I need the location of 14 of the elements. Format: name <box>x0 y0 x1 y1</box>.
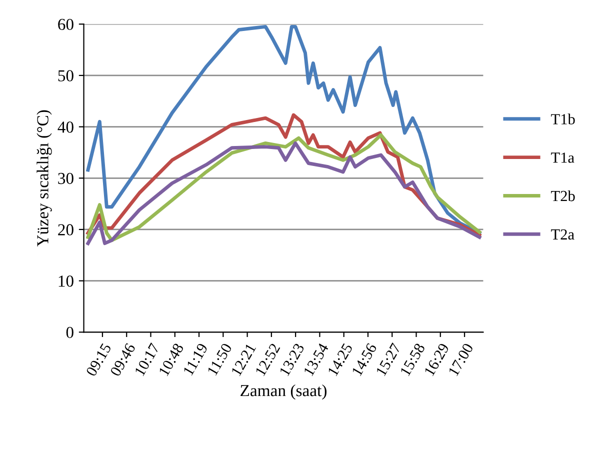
legend-label: T2a <box>551 229 574 240</box>
line-series <box>86 24 482 235</box>
y-tick-label: 40 <box>58 121 74 133</box>
y-tick-label: 10 <box>58 276 74 287</box>
legend-label: T1b <box>551 114 575 124</box>
y-tick-label: 20 <box>58 224 74 236</box>
x-axis-title: Zaman (saat) <box>240 384 326 400</box>
y-axis-title: Yüzey sıcaklığı (°C) <box>36 110 52 247</box>
legend-label: T1a <box>551 152 574 163</box>
legend-label: T2b <box>551 190 575 202</box>
y-tick-label: 50 <box>58 70 74 82</box>
y-tick-label: 0 <box>66 326 74 338</box>
y-tick-label: 60 <box>58 18 74 30</box>
y-tick-label: 30 <box>58 172 74 184</box>
